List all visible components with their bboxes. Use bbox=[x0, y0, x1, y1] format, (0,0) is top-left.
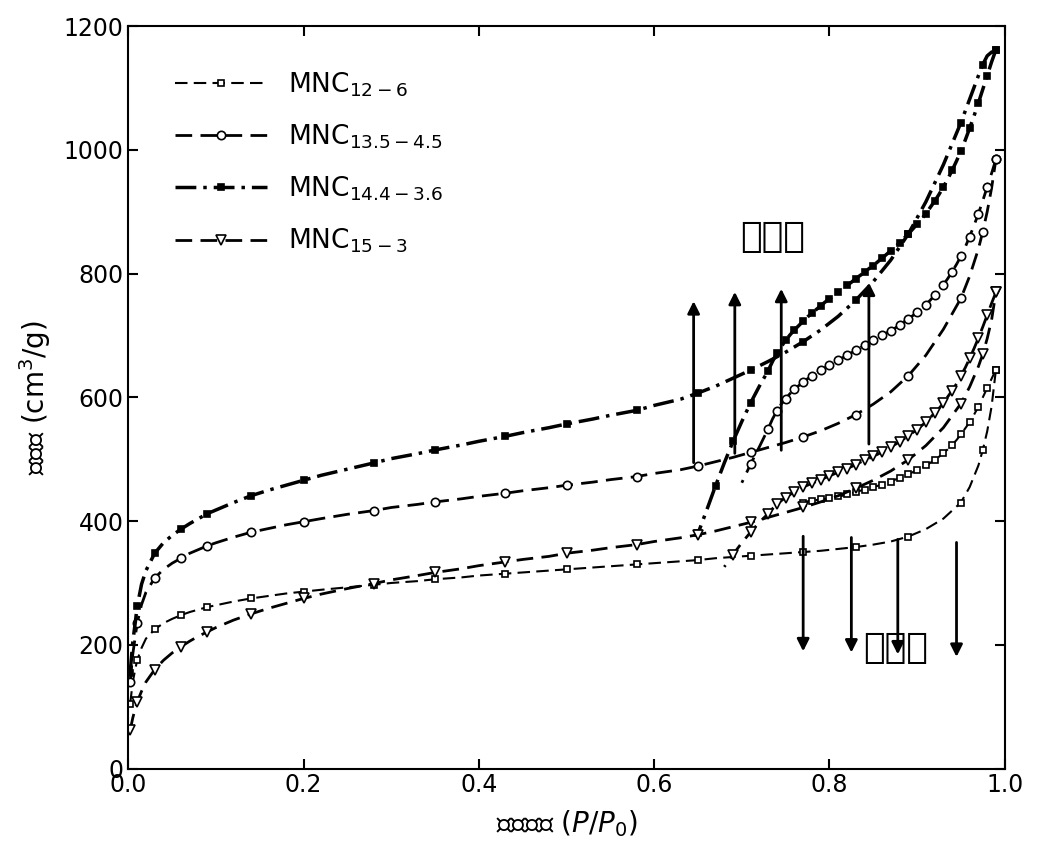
Y-axis label: 吸附量 (cm$^3$/g): 吸附量 (cm$^3$/g) bbox=[17, 320, 53, 475]
Legend: MNC$_{12-6}$, MNC$_{13.5-4.5}$, MNC$_{14.4-3.6}$, MNC$_{15-3}$: MNC$_{12-6}$, MNC$_{13.5-4.5}$, MNC$_{14… bbox=[159, 54, 460, 271]
X-axis label: 相对压力 ($P/P_0$): 相对压力 ($P/P_0$) bbox=[495, 809, 638, 840]
Text: 吸附线: 吸附线 bbox=[863, 631, 928, 665]
Text: 脱附线: 脱附线 bbox=[740, 219, 805, 253]
